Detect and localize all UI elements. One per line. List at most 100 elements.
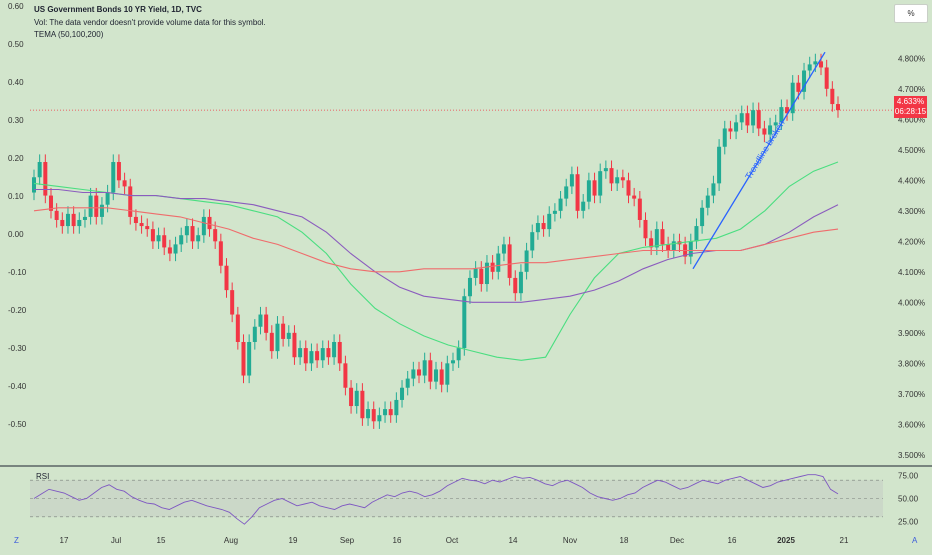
candle-body xyxy=(762,128,767,135)
rsi-axis-tick: 25.00 xyxy=(898,517,919,526)
candle-body xyxy=(700,207,705,227)
trendline xyxy=(692,51,826,270)
candle-body xyxy=(388,409,393,416)
x-axis-tick: 14 xyxy=(509,536,518,545)
candle-body xyxy=(632,195,637,199)
x-axis-tick: 16 xyxy=(393,536,402,545)
candle-body xyxy=(71,213,76,227)
candle-body xyxy=(116,162,121,181)
candle-body xyxy=(688,241,693,257)
candle-body xyxy=(620,177,625,181)
candle-body xyxy=(156,235,161,242)
candle-body xyxy=(207,216,212,230)
x-axis-tick: Oct xyxy=(446,536,459,545)
candle-body xyxy=(264,314,269,333)
candle-body xyxy=(552,210,557,214)
candle-body xyxy=(349,387,354,407)
candle-body xyxy=(705,195,710,208)
candle-body xyxy=(643,219,648,239)
candle-body xyxy=(598,171,603,196)
right-axis-tick: 3.800% xyxy=(898,359,925,368)
candle-body xyxy=(785,107,790,114)
rsi-line xyxy=(33,474,839,525)
candle-body xyxy=(484,262,489,285)
candle-body xyxy=(269,332,274,352)
candle-body xyxy=(558,198,563,211)
candle-body xyxy=(819,61,824,68)
timezone-toggle[interactable]: Z xyxy=(14,536,19,545)
candle-body xyxy=(298,348,303,358)
rsi-label: RSI xyxy=(36,472,50,481)
candle-body xyxy=(122,180,127,187)
volume-note: Vol: The data vendor doesn't provide vol… xyxy=(34,18,266,27)
candle-body xyxy=(751,110,756,126)
candle-body xyxy=(167,247,172,254)
right-axis-tick: 4.600% xyxy=(898,115,925,124)
candle-body xyxy=(43,162,48,196)
candle-body xyxy=(366,409,371,419)
candle-body xyxy=(802,70,807,92)
candle-body xyxy=(603,168,608,172)
candle-body xyxy=(190,226,195,242)
candle-body xyxy=(745,113,750,126)
candle-body xyxy=(490,262,495,272)
candle-body xyxy=(637,198,642,220)
candle-body xyxy=(82,216,87,220)
candle-body xyxy=(213,229,218,242)
candle-body xyxy=(133,216,138,224)
x-axis-tick: Aug xyxy=(224,536,238,545)
candle-body xyxy=(807,64,812,71)
right-axis-tick: 4.000% xyxy=(898,298,925,307)
candle-body xyxy=(281,323,286,339)
candle-body xyxy=(450,360,455,364)
candle-body xyxy=(354,390,359,407)
candle-body xyxy=(547,213,552,230)
right-axis-tick: 4.400% xyxy=(898,176,925,185)
candle-body xyxy=(337,341,342,364)
candle-body xyxy=(139,223,144,227)
x-axis-tick: 17 xyxy=(60,536,69,545)
candle-body xyxy=(37,162,42,178)
right-axis-tick: 4.200% xyxy=(898,237,925,246)
main-pane xyxy=(0,0,932,466)
left-axis-tick: 0.20 xyxy=(8,154,24,163)
left-axis-tick: -0.50 xyxy=(8,420,27,429)
candle-body xyxy=(224,265,229,291)
candle-body xyxy=(779,107,784,123)
candle-body xyxy=(609,168,614,184)
candle-body xyxy=(666,244,671,251)
x-axis-tick: 18 xyxy=(620,536,629,545)
candle-body xyxy=(434,369,438,382)
candle-body xyxy=(60,219,65,227)
candle-body xyxy=(162,235,167,248)
candle-body xyxy=(320,348,325,361)
left-axis-tick: -0.40 xyxy=(8,382,27,391)
right-axis-tick: 4.800% xyxy=(898,54,925,63)
candle-body xyxy=(581,201,586,211)
left-axis-tick: -0.10 xyxy=(8,268,27,277)
candle-body xyxy=(592,180,597,196)
candle-body xyxy=(230,290,235,315)
candle-body xyxy=(235,314,240,342)
candle-body xyxy=(541,223,546,230)
candle-body xyxy=(201,216,206,236)
candle-body xyxy=(405,378,410,388)
candle-body xyxy=(756,110,761,129)
candle-body xyxy=(105,192,110,205)
left-axis-tick: 0.50 xyxy=(8,40,24,49)
right-axis-tick: 3.700% xyxy=(898,390,925,399)
auto-scale-toggle[interactable]: A xyxy=(912,536,918,545)
candle-body xyxy=(722,128,727,147)
left-axis-tick: 0.30 xyxy=(8,116,24,125)
x-axis-tick: Sep xyxy=(340,536,355,545)
candle-body xyxy=(479,268,484,285)
candle-body xyxy=(728,128,733,132)
candle-body xyxy=(649,238,654,248)
candle-body xyxy=(496,253,501,272)
percent-scale-button[interactable]: % xyxy=(894,4,928,23)
x-axis-tick: 19 xyxy=(289,536,298,545)
candle-body xyxy=(615,177,620,184)
chart-title: US Government Bonds 10 YR Yield, 1D, TVC xyxy=(34,5,202,14)
